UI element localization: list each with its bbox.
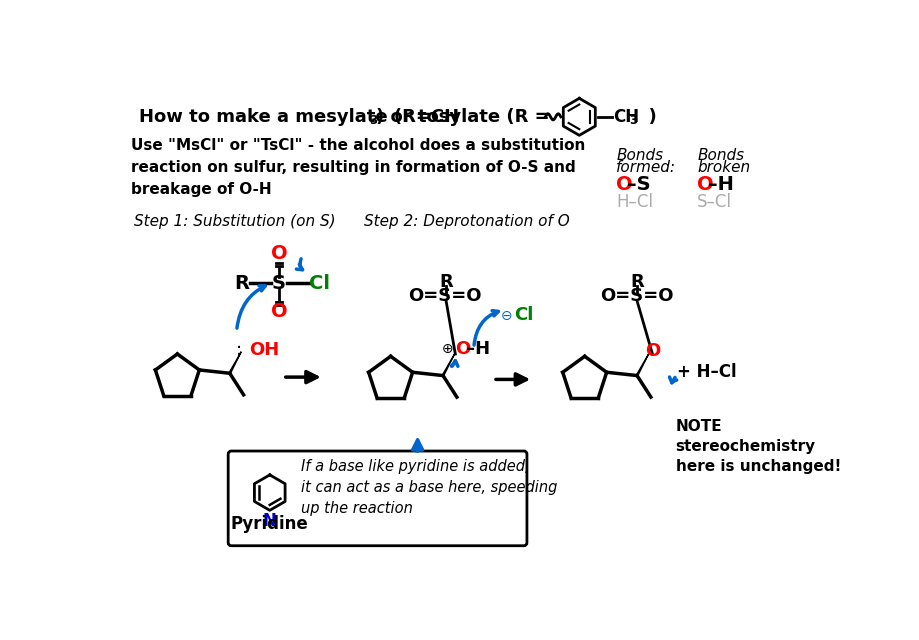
Text: 3: 3 [369,114,377,127]
Text: Use "MsCl" or "TsCl" - the alcohol does a substitution
reaction on sulfur, resul: Use "MsCl" or "TsCl" - the alcohol does … [131,138,584,196]
Text: –H: –H [466,340,490,358]
Polygon shape [443,354,454,377]
Text: broken: broken [697,160,749,175]
Text: Bonds: Bonds [697,148,743,163]
Text: ⊕: ⊕ [441,342,453,356]
Text: NOTE
stereochemistry
here is unchanged!: NOTE stereochemistry here is unchanged! [675,419,840,474]
Text: O=S=O: O=S=O [407,287,481,305]
Text: ⊖: ⊖ [500,308,511,323]
Text: O: O [455,340,471,358]
Text: Step 2: Deprotonation of O: Step 2: Deprotonation of O [363,214,569,229]
Text: R: R [630,273,643,291]
Text: S: S [272,274,286,292]
Text: R: R [438,273,452,291]
Text: CH: CH [613,108,639,126]
Text: Step 1: Substitution (on S): Step 1: Substitution (on S) [134,214,335,229]
FancyBboxPatch shape [228,451,527,546]
Text: OH: OH [249,341,279,359]
Polygon shape [230,352,241,375]
Text: H–Cl: H–Cl [616,193,652,211]
Text: formed:: formed: [616,160,675,175]
Text: 3: 3 [629,114,637,127]
Polygon shape [636,354,648,377]
Text: –S: –S [627,175,650,194]
Text: O=S=O: O=S=O [600,287,673,305]
Text: Bonds: Bonds [616,148,663,163]
Text: How to make a mesylate (R=CH: How to make a mesylate (R=CH [139,108,459,126]
Text: N: N [263,512,277,530]
Text: Cl: Cl [514,307,533,324]
Text: S–Cl: S–Cl [697,193,732,211]
Text: R: R [234,274,249,292]
Text: ) or tosylate (R =: ) or tosylate (R = [376,108,549,126]
Text: O: O [644,342,659,360]
Text: If a base like pyridine is added,
it can act as a base here, speeding
up the rea: If a base like pyridine is added, it can… [301,460,556,516]
Text: O: O [270,244,287,264]
Text: –H: –H [707,175,733,194]
Text: :: : [235,341,242,359]
Text: Cl: Cl [309,274,330,292]
Text: + H–Cl: + H–Cl [676,363,736,381]
Text: O: O [697,175,713,194]
Text: ): ) [636,108,656,126]
Text: Pyridine: Pyridine [231,515,308,533]
Text: O: O [270,302,287,321]
Text: O: O [616,175,632,194]
